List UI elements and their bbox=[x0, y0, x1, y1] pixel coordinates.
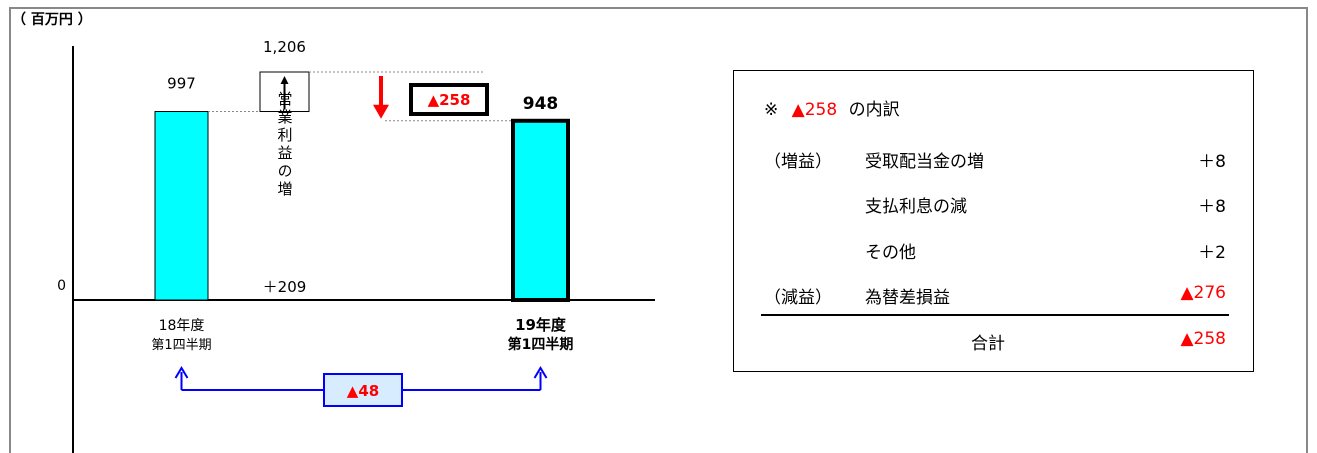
unit-label: （ 百万円 ） bbox=[12, 12, 92, 28]
decrease-label-box bbox=[409, 83, 489, 116]
breakdown-row-group: （減益） bbox=[764, 288, 832, 308]
category-label-19-line2: 第1四半期 bbox=[508, 336, 574, 353]
increase-top-label: 1,206 bbox=[263, 38, 306, 56]
difference-label: ▲48 bbox=[347, 382, 379, 400]
breakdown-row-value: ▲276 bbox=[1180, 283, 1226, 303]
increase-arrow-head bbox=[280, 76, 289, 84]
decrease-arrow-head bbox=[373, 104, 389, 119]
breakdown-row-label: 支払利息の減 bbox=[865, 197, 967, 217]
difference-label-box bbox=[323, 373, 403, 407]
category-label-18-line2: 第1四半期 bbox=[151, 338, 211, 353]
breakdown-row-label: 受取配当金の増 bbox=[865, 152, 984, 172]
breakdown-row-label: 為替差損益 bbox=[865, 288, 950, 308]
breakdown-row-group: （増益） bbox=[764, 152, 832, 172]
breakdown-title-suffix: の内訳 bbox=[848, 100, 900, 120]
breakdown-title-value: ▲258 bbox=[791, 100, 838, 120]
increase-vertical-label: 営業利益の増 bbox=[276, 91, 294, 199]
category-label-18-line1: 18年度 bbox=[159, 318, 205, 334]
breakdown-total-value: ▲258 bbox=[1180, 329, 1226, 349]
decrease-label: ▲258 bbox=[428, 91, 471, 109]
breakdown-total-label: 合計 bbox=[971, 334, 1005, 354]
bracket-right-arrowhead bbox=[533, 366, 548, 379]
bar-18-q1 bbox=[154, 111, 209, 301]
breakdown-title: ※ ▲258 の内訳 bbox=[764, 95, 900, 120]
breakdown-total-divider bbox=[761, 314, 1229, 316]
breakdown-box: ※ ▲258 の内訳 （増益） 受取配当金の増 ＋8 支払利息の減 ＋8 その他 ＋2 （減益… bbox=[733, 70, 1254, 372]
breakdown-row-value: ＋2 bbox=[1198, 243, 1226, 263]
breakdown-row-value: ＋8 bbox=[1198, 197, 1226, 217]
increase-value-label: ＋209 bbox=[263, 278, 307, 296]
bracket-left-arrowhead bbox=[174, 366, 189, 379]
chart-frame bbox=[9, 7, 1308, 453]
zero-label: 0 bbox=[57, 278, 66, 294]
bar-19-q1 bbox=[511, 118, 570, 302]
category-label-19-line1: 19年度 bbox=[515, 316, 567, 334]
bar-18-q1-value-label: 997 bbox=[167, 75, 196, 93]
breakdown-title-prefix: ※ bbox=[764, 100, 779, 120]
bar-19-q1-value-label: 948 bbox=[523, 94, 559, 114]
breakdown-row-value: ＋8 bbox=[1198, 152, 1226, 172]
breakdown-row-label: その他 bbox=[865, 243, 916, 263]
